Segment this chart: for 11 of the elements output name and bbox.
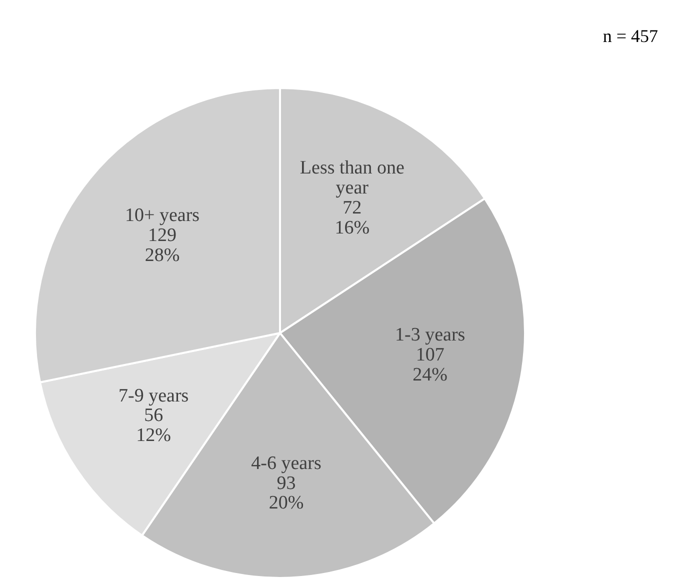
slice-label: 1-3 years bbox=[395, 324, 466, 346]
data-label: 129 28% bbox=[144, 225, 180, 266]
slice-label: 10+ years bbox=[124, 205, 200, 226]
data-label: 93 20% bbox=[268, 473, 304, 514]
data-label: 72 16% bbox=[334, 198, 370, 239]
data-label: 107 24% bbox=[412, 344, 448, 386]
data-label: 56 12% bbox=[136, 406, 172, 447]
slice-label: Less than one year bbox=[300, 158, 404, 199]
slice-label: 7-9 years bbox=[118, 386, 189, 407]
slice-label: 4-6 years bbox=[251, 453, 322, 474]
text: n = 457 bbox=[602, 26, 658, 46]
